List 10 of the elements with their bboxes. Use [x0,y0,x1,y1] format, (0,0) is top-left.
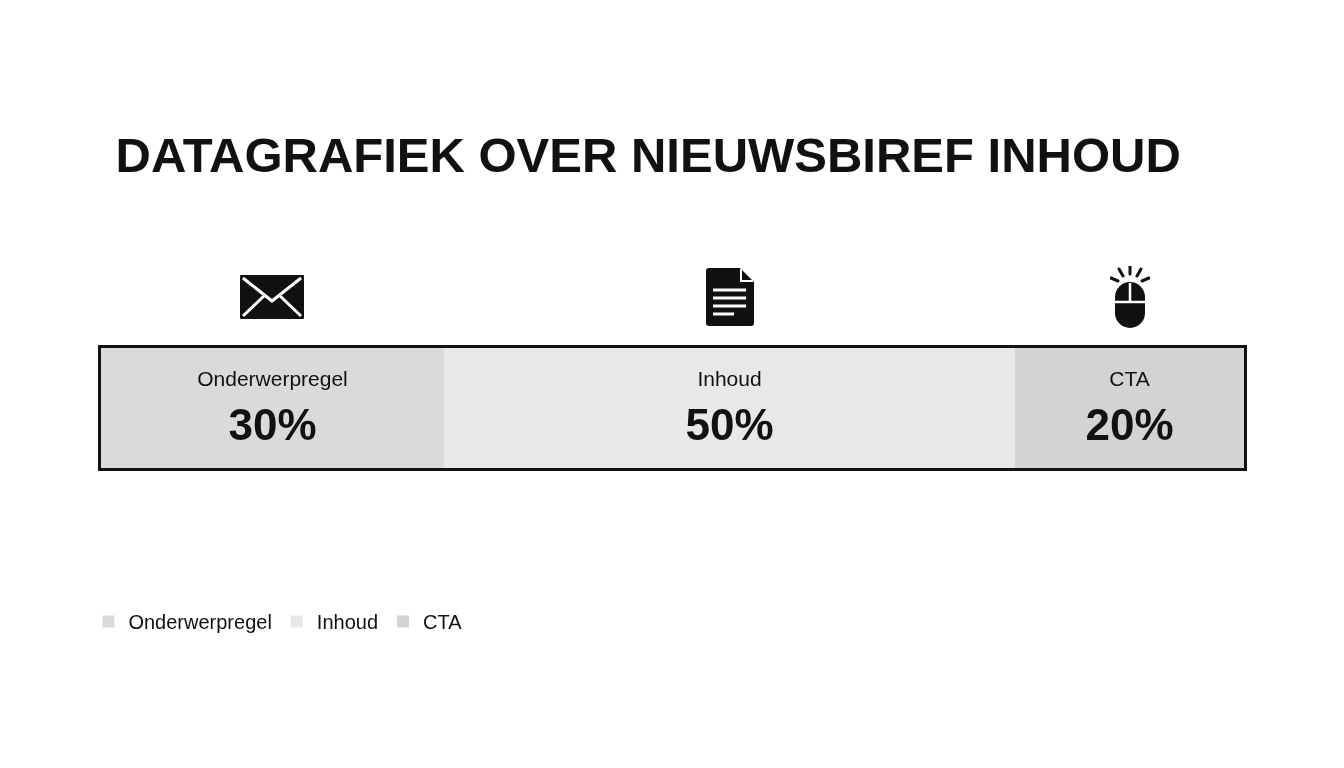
legend-label: CTA [423,611,463,634]
text: Onderwerpregel [197,366,348,390]
data-label: 20% [1085,400,1174,450]
data-label: 30% [228,400,317,450]
legend-label: Onderwerpregel [128,611,272,634]
data-label: 50% [685,400,774,450]
text: Inhoud [697,366,762,390]
legend-label: Inhoud [316,611,379,634]
text: CTA [1109,366,1150,390]
chart-title: DATAGRAFIEK OVER NIEUWSBIREF INHOUD [115,128,1181,183]
